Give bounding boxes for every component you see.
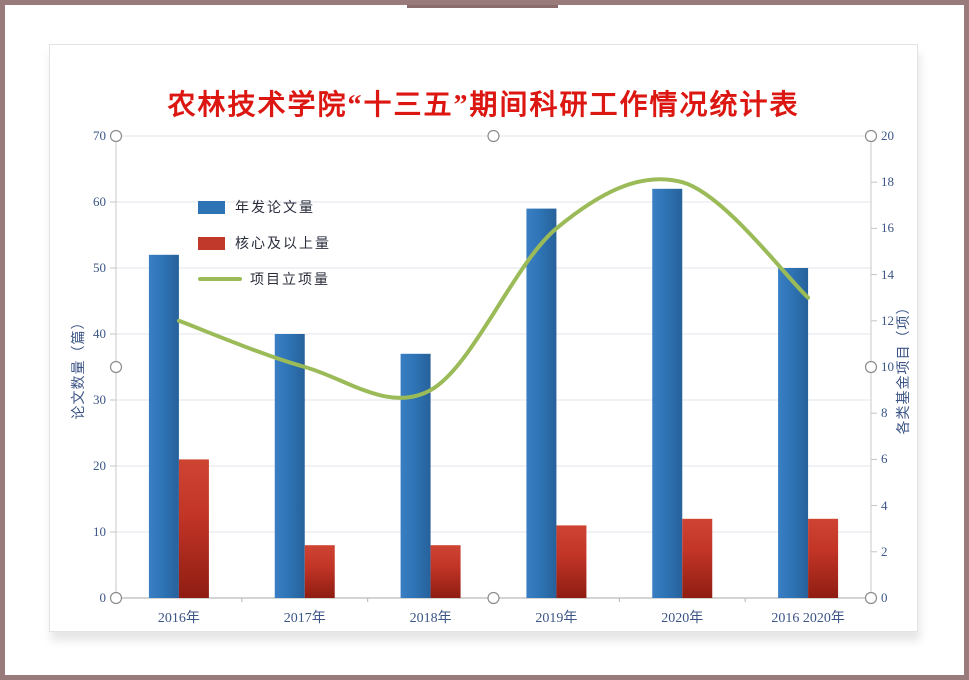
left-axis-tick-label: 40 [93,326,106,341]
selection-handle-se[interactable] [864,591,878,605]
window-top-tab [407,5,558,8]
legend-label: 年发论文量 [235,201,315,216]
legend-line-swatch [198,277,242,281]
right-axis-tick-label: 12 [881,312,894,328]
x-axis-category-label: 2016 2020年 [771,611,845,626]
left-axis-tick-label: 70 [93,128,106,143]
plot-area[interactable] [50,45,917,631]
right-axis-tick-label: 16 [881,220,894,236]
selection-handle-ne[interactable] [864,129,878,143]
right-axis-tick-label: 14 [881,266,894,282]
right-axis-tick-label: 20 [881,128,894,143]
left-axis-title[interactable]: 论文数量（篇） [72,314,87,420]
x-axis-category-label: 2017年 [283,611,326,626]
right-axis-title[interactable]: 各类基金项目（项） [897,299,912,435]
legend-bar-swatch [198,200,225,214]
bar-series1-cat4[interactable] [682,518,713,598]
bar-series1-cat1[interactable] [304,545,335,598]
chart-title[interactable]: 农林技术学院“十三五”期间科研工作情况统计表 [167,90,800,121]
chart-object[interactable]: 农林技术学院“十三五”期间科研工作情况统计表 0 10 20 30 40 50 60 70 0 2… [49,44,918,632]
bar-series0-cat4[interactable] [652,188,683,599]
right-axis-tick-label: 6 [881,451,888,467]
left-axis-tick-label: 10 [93,524,106,539]
legend-label: 核心及以上量 [235,237,331,252]
bar-series0-cat5[interactable] [778,268,809,598]
bar-series1-cat0[interactable] [178,459,209,598]
line-series[interactable] [176,177,811,400]
legend-item-0[interactable]: 年发论文量 [198,195,331,219]
selection-handle-nw[interactable] [109,129,123,143]
bar-series1-cat3[interactable] [556,525,587,598]
left-axis-tick-label: 0 [99,590,107,605]
x-axis-category-label: 2016年 [157,611,200,626]
left-axis-tick-label: 30 [93,392,106,407]
x-axis-category-label: 2019年 [535,611,578,626]
selection-handle-w[interactable] [109,360,123,374]
bar-series1-cat2[interactable] [430,545,461,598]
legend-bar-swatch [198,236,225,250]
legend-item-1[interactable]: 核心及以上量 [198,231,331,255]
selection-handle-n[interactable] [487,129,500,143]
right-axis-tick-label: 4 [881,497,888,513]
x-axis-category-label: 2020年 [661,611,704,626]
left-axis-tick-label: 50 [93,260,106,275]
right-axis-tick-label: 2 [881,543,888,559]
right-axis-tick-label: 8 [881,405,888,421]
right-axis-tick-label: 0 [881,590,888,605]
legend-item-2[interactable]: 项目立项量 [198,267,331,291]
bar-series0-cat0[interactable] [148,254,179,599]
right-axis-tick-label: 10 [881,359,894,374]
left-axis-tick-label: 20 [93,458,106,473]
bar-series0-cat1[interactable] [274,334,305,598]
left-axis-tick-label: 60 [93,194,106,209]
legend-label: 项目立项量 [250,273,330,288]
selection-handle-e[interactable] [864,360,878,374]
x-axis-category-label: 2018年 [409,611,452,626]
bar-series0-cat3[interactable] [526,208,557,598]
selection-handle-sw[interactable] [109,591,123,605]
selection-handle-s[interactable] [487,591,500,605]
bar-series1-cat5[interactable] [808,518,839,598]
right-axis-tick-label: 18 [881,174,894,190]
chart-legend[interactable]: 年发论文量核心及以上量项目立项量 [198,195,331,303]
